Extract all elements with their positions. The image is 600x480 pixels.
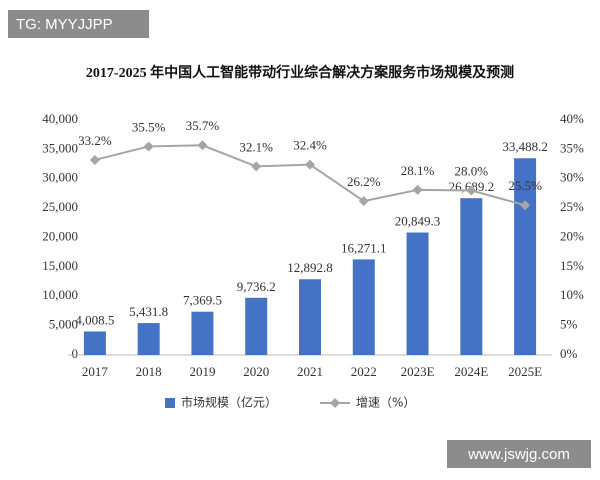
bar <box>406 232 429 355</box>
line-value-label: 32.1% <box>239 139 273 154</box>
x-tick-label: 2024E <box>454 364 488 379</box>
y-tick-label: 10,000 <box>42 287 78 302</box>
bar-value-label: 12,892.8 <box>287 260 333 275</box>
line-value-label: 25.5% <box>508 178 542 193</box>
bar-value-label: 4,008.5 <box>75 312 114 327</box>
bar-value-label: 9,736.2 <box>237 279 276 294</box>
line-value-label: 26.2% <box>347 174 381 189</box>
line-marker <box>358 196 369 207</box>
x-tick-label: 2019 <box>189 364 215 379</box>
y2-tick-label: 20% <box>560 228 584 243</box>
line-marker <box>89 154 100 165</box>
bar <box>191 311 214 355</box>
y2-tick-label: 40% <box>560 111 584 126</box>
bar <box>514 158 537 355</box>
bar <box>137 323 160 355</box>
legend-label: 增速（%） <box>356 396 415 410</box>
legend-label: 市场规模（亿元） <box>181 395 277 410</box>
y-tick-label: 5,000 <box>49 317 78 332</box>
watermark-box <box>8 10 149 38</box>
bar-value-label: 5,431.8 <box>129 304 168 319</box>
y-tick-label: 15,000 <box>42 258 78 273</box>
line-marker <box>305 159 315 170</box>
line-value-label: 28.0% <box>455 163 489 178</box>
y-tick-label: 20,000 <box>42 228 78 243</box>
x-tick-label: 2020 <box>243 364 269 379</box>
y2-tick-label: 0% <box>560 346 578 361</box>
line-marker <box>143 141 154 152</box>
watermark: www.jswjg.com <box>467 446 570 463</box>
bar <box>245 297 268 355</box>
y2-tick-label: 5% <box>560 317 578 332</box>
x-tick-label: 2023E <box>401 364 435 379</box>
x-tick-label: 2025E <box>508 364 542 379</box>
y2-tick-label: 15% <box>560 258 584 273</box>
line-value-label: 28.1% <box>401 163 435 178</box>
line-marker <box>251 161 262 172</box>
y-tick-label: 25,000 <box>42 199 78 214</box>
legend-swatch <box>330 398 340 408</box>
watermark-box <box>447 440 591 468</box>
x-tick-label: 2022 <box>351 364 377 379</box>
bar-value-label: 7,369.5 <box>183 293 222 308</box>
y2-tick-label: 25% <box>560 199 584 214</box>
y2-tick-label: 35% <box>560 140 584 155</box>
chart-title: 2017-2025 年中国人工智能带动行业综合解决方案服务市场规模及预测 <box>86 64 514 81</box>
y-tick-label: 40,000 <box>42 111 78 126</box>
bar-value-label: 16,271.1 <box>341 240 387 255</box>
watermark: TG: MYYJJPP <box>16 16 113 33</box>
line-marker <box>466 185 477 196</box>
x-tick-label: 2021 <box>297 364 323 379</box>
x-tick-label: 2017 <box>82 364 109 379</box>
bar-value-label: 20,849.3 <box>395 213 441 228</box>
y2-tick-label: 30% <box>560 170 584 185</box>
line-marker <box>412 184 423 195</box>
y-tick-label: 35,000 <box>42 140 78 155</box>
line-value-label: 33.2% <box>78 133 112 148</box>
line-value-label: 35.5% <box>132 119 166 134</box>
line-value-label: 32.4% <box>293 138 327 153</box>
bar <box>460 198 483 355</box>
y2-tick-label: 10% <box>560 287 584 302</box>
bar <box>352 259 375 355</box>
bar <box>299 279 321 355</box>
x-tick-label: 2018 <box>136 364 162 379</box>
line-marker <box>520 200 531 211</box>
legend-swatch <box>165 398 175 408</box>
bar <box>83 331 106 355</box>
line-marker <box>197 140 208 151</box>
bar-value-label: 33,488.2 <box>502 139 548 154</box>
y-tick-label: 0 <box>72 346 79 361</box>
line-value-label: 35.7% <box>186 118 220 133</box>
y-tick-label: 30,000 <box>42 170 78 185</box>
